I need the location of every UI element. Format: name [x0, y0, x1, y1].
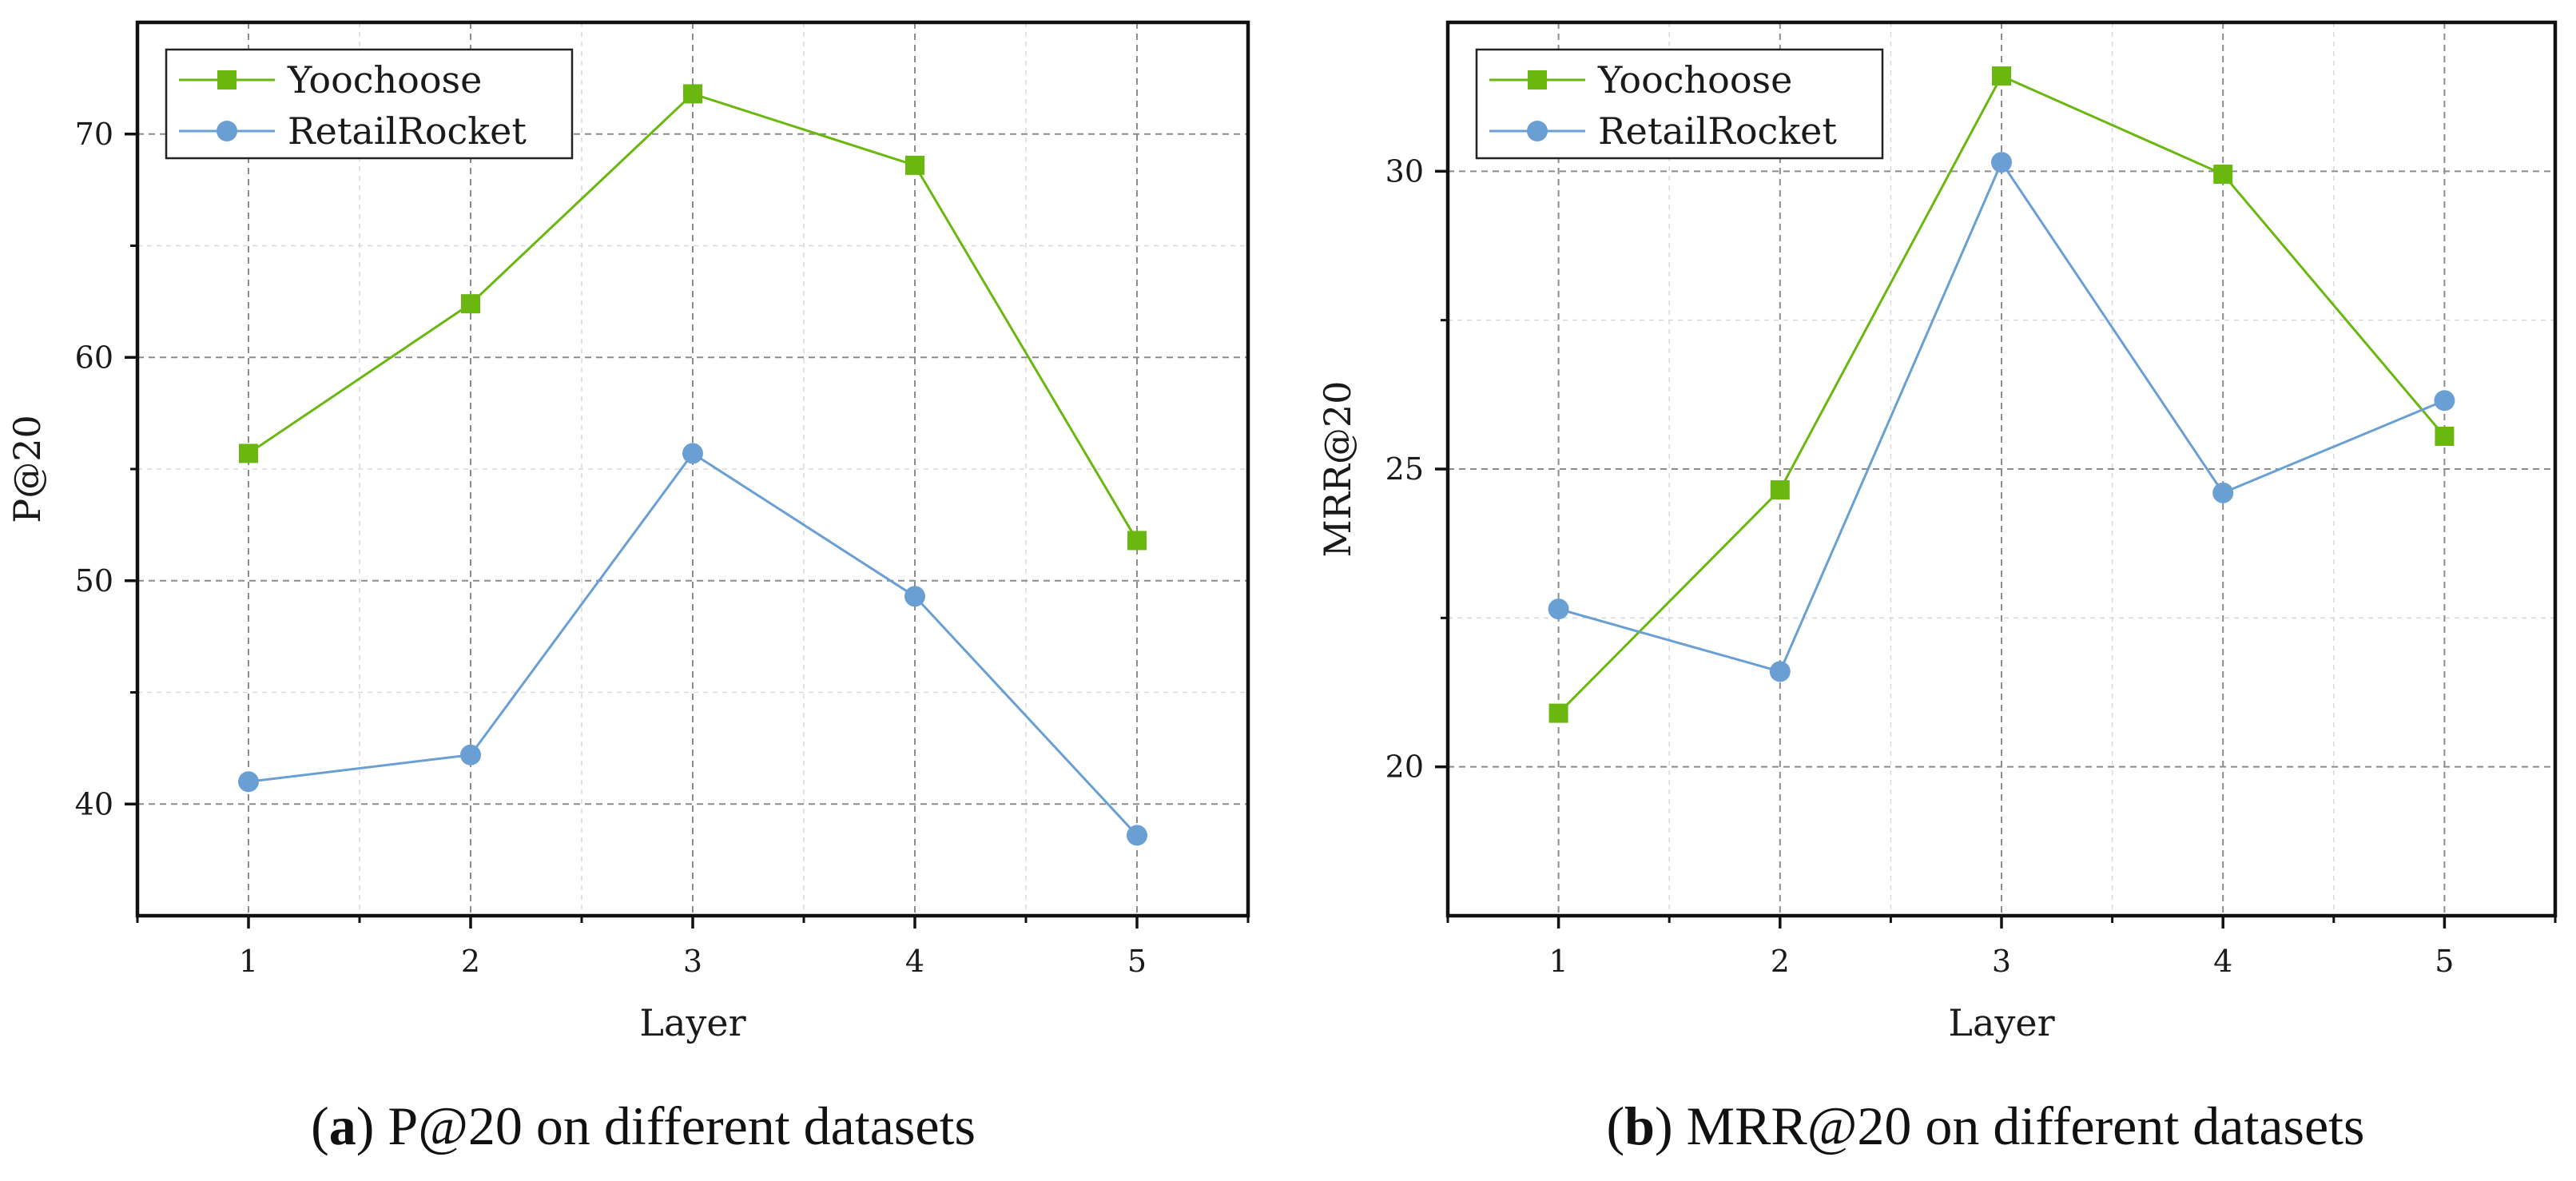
figure-caption: (a) P@20 on different datasets	[311, 1096, 976, 1156]
data-point-yoochoose	[239, 443, 258, 463]
data-point-retailrocket	[682, 443, 703, 464]
chart-panel-a: 1 2 3 4 5 40 50 60 70 Layer P@20 Yoochoose RetailRoc…	[6, 20, 1250, 1156]
data-point-retailrocket	[904, 586, 925, 607]
x-tick-label: 1	[239, 944, 258, 979]
data-point-retailrocket	[1769, 661, 1791, 682]
caption-text: MRR@20 on different datasets	[1687, 1096, 2365, 1156]
caption-close-paren: )	[356, 1096, 388, 1156]
legend-box	[165, 48, 574, 160]
data-point-yoochoose	[2435, 427, 2455, 447]
y-tick-label: 30	[1385, 153, 1424, 189]
y-tick-label: 40	[75, 786, 113, 821]
data-point-yoochoose	[1127, 531, 1147, 551]
data-point-yoochoose	[905, 155, 924, 175]
legend-label-yoochoose: Yoochoose	[287, 58, 482, 101]
caption-label: a	[329, 1096, 356, 1156]
legend: Yoochoose RetailRocket	[1475, 48, 1884, 160]
legend-marker-retailrocket	[217, 121, 237, 141]
legend-label-retailrocket: RetailRocket	[288, 109, 527, 153]
data-point-yoochoose	[2213, 165, 2233, 185]
chart-panel-b: 1 2 3 4 5 20 25 30 Layer MRR@20 Yoochoose RetailRoc…	[1316, 20, 2558, 1156]
data-point-yoochoose	[1770, 480, 1790, 500]
caption-label: b	[1624, 1096, 1655, 1156]
legend-marker-yoochoose	[1528, 70, 1547, 89]
y-tick-label: 60	[75, 340, 113, 375]
data-point-yoochoose	[683, 84, 702, 104]
data-point-retailrocket	[1127, 825, 1147, 846]
x-tick-label: 2	[1771, 944, 1790, 979]
x-tick-label: 4	[2213, 944, 2232, 979]
data-point-yoochoose	[1992, 66, 2011, 86]
data-point-retailrocket	[1548, 598, 1569, 620]
x-axis-title: Layer	[1948, 1001, 2054, 1044]
x-tick-label: 3	[683, 944, 702, 979]
y-tick-label: 25	[1385, 451, 1424, 487]
legend-marker-yoochoose	[217, 70, 237, 89]
x-axis-title: Layer	[639, 1001, 745, 1044]
y-tick-label: 70	[75, 117, 113, 152]
data-point-retailrocket	[2212, 482, 2234, 503]
legend: Yoochoose RetailRocket	[165, 48, 574, 160]
data-point-yoochoose	[1548, 703, 1568, 723]
data-point-retailrocket	[2434, 390, 2455, 412]
y-tick-label: 20	[1385, 750, 1424, 785]
data-point-retailrocket	[238, 771, 259, 793]
x-tick-label: 3	[1992, 944, 2011, 979]
x-tick-label: 1	[1549, 944, 1568, 979]
caption-close-paren: )	[1655, 1096, 1687, 1156]
y-tick-label: 50	[75, 563, 113, 598]
x-tick-label: 2	[461, 944, 480, 979]
y-axis-title: MRR@20	[1316, 381, 1359, 558]
figure-caption: (b) MRR@20 on different datasets	[1606, 1096, 2364, 1156]
x-tick-label: 5	[1127, 944, 1147, 979]
data-point-yoochoose	[461, 294, 480, 314]
legend-marker-retailrocket	[1527, 121, 1548, 141]
data-point-retailrocket	[460, 744, 481, 765]
data-point-retailrocket	[1991, 152, 2012, 173]
x-tick-label: 4	[905, 944, 924, 979]
caption-open-paren: (	[311, 1096, 329, 1156]
y-axis-title: P@20	[6, 415, 49, 523]
caption-open-paren: (	[1606, 1096, 1624, 1156]
caption-text: P@20 on different datasets	[388, 1096, 976, 1156]
x-tick-label: 5	[2435, 944, 2454, 979]
legend-label-yoochoose: Yoochoose	[1597, 58, 1792, 101]
legend-label-retailrocket: RetailRocket	[1598, 109, 1837, 153]
legend-box	[1475, 48, 1884, 160]
